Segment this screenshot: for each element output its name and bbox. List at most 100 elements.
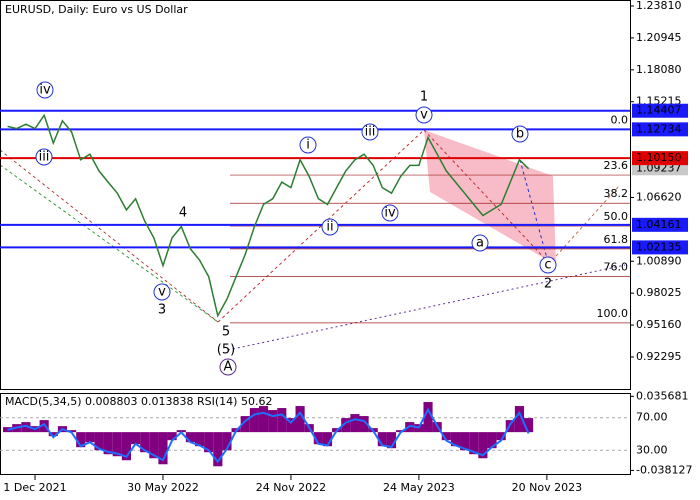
y-tick-label: 1.06620 <box>636 190 682 203</box>
macd-bar <box>341 418 351 433</box>
wave-circle <box>381 204 399 222</box>
wave-label: iv <box>384 206 396 221</box>
x-tick-label: 24 May 2023 <box>383 481 455 494</box>
macd-bar <box>441 432 451 441</box>
price-line <box>7 113 530 318</box>
price-label-box <box>632 151 688 166</box>
macd-bar <box>112 432 122 457</box>
wave-circle <box>415 106 433 124</box>
wave-circle <box>361 123 379 141</box>
macd-bar <box>103 432 113 455</box>
macd-bar <box>524 418 534 433</box>
macd-bar <box>121 432 131 461</box>
macd-bar <box>258 406 269 433</box>
indicator-label: MACD(5,34,5) 0.008803 0.013838 RSI(14) 5… <box>5 395 272 408</box>
wave-circle <box>471 234 489 252</box>
y-tick-label: 0.98025 <box>636 286 682 299</box>
y-tick-label: 1.20945 <box>636 31 682 44</box>
wave-circle <box>35 148 53 166</box>
wave-label: 2 <box>544 277 552 292</box>
x-tick-label: 1 Dec 2021 <box>3 481 66 494</box>
macd-bar <box>496 432 506 441</box>
wave-label: iii <box>365 125 376 140</box>
macd-bar <box>194 432 205 447</box>
macd-bar <box>149 432 159 459</box>
macd-bar <box>94 432 104 451</box>
fib-label: 100.0 <box>597 307 629 320</box>
macd-bar <box>249 408 259 433</box>
wave-label: v <box>158 285 166 300</box>
macd-bar <box>204 432 214 453</box>
macd-bar <box>268 410 278 433</box>
wave-label: 5 <box>222 325 230 340</box>
y-tick-label: 1.23810 <box>636 0 682 12</box>
macd-bar <box>286 418 296 433</box>
fib-label: 0.0 <box>611 113 629 126</box>
wave-label: c <box>544 258 551 273</box>
channel <box>424 130 556 265</box>
fib-label: 76.0 <box>604 260 629 273</box>
price-label: 1.12734 <box>636 122 682 135</box>
fib-label: 61.8 <box>604 233 629 246</box>
trend-line <box>0 149 219 323</box>
macd-bar <box>423 402 433 433</box>
wave-circle <box>153 283 171 301</box>
y-tick-label: 0.95160 <box>636 318 682 331</box>
trend-line <box>0 164 219 323</box>
wave-label: a <box>476 236 484 251</box>
macd-bar <box>85 432 95 443</box>
macd-bar <box>469 432 479 455</box>
price-label-box <box>632 103 688 118</box>
chart-title: EURUSD, Daily: Euro vs US Dollar <box>5 3 188 16</box>
macd-bar <box>377 432 387 447</box>
y2-tick-label: 70.00 <box>636 411 668 424</box>
wave-circle <box>321 218 339 236</box>
fib-label: 38.2 <box>604 187 629 200</box>
macd-bar <box>386 432 397 449</box>
macd-bar <box>67 430 77 433</box>
x-tick-label: 20 Nov 2023 <box>512 481 582 494</box>
macd-bar <box>39 420 49 433</box>
x-tick-label: 24 Nov 2022 <box>256 481 326 494</box>
rsi-line <box>7 407 530 464</box>
fib-label: 50.0 <box>604 210 629 223</box>
wave-circle <box>36 81 54 99</box>
macd-bar <box>487 432 497 449</box>
y2-tick-label: 30.00 <box>636 443 668 456</box>
macd-bar <box>450 432 461 447</box>
macd-bar <box>460 432 470 451</box>
macd-bar <box>222 432 232 451</box>
fib-label: 23.6 <box>604 159 629 172</box>
price-label: 1.10150 <box>636 151 682 164</box>
wave-circle <box>219 358 237 376</box>
y-tick-label: 0.92295 <box>636 350 682 363</box>
macd-bar <box>76 432 86 448</box>
price-label: 1.04161 <box>636 218 682 231</box>
wave-label: 1 <box>420 90 428 105</box>
x-tick-label: 30 May 2022 <box>127 481 199 494</box>
main-frame <box>0 0 631 390</box>
macd-bar <box>277 408 287 433</box>
macd-bar <box>478 432 488 459</box>
macd-bar <box>21 422 31 433</box>
macd-bar <box>350 414 360 433</box>
macd-bar <box>185 432 195 443</box>
macd-bar <box>240 416 250 433</box>
wave-label: A <box>224 360 233 375</box>
price-label-box <box>632 122 688 137</box>
macd-bar <box>396 430 406 433</box>
y-tick-label: 1.18080 <box>636 63 682 76</box>
wave-label: i <box>306 138 310 153</box>
macd-bar <box>48 432 58 437</box>
y-tick-label: 1.00890 <box>636 254 682 267</box>
trend-line <box>423 129 549 263</box>
macd-bar <box>514 406 525 433</box>
wave-label: iii <box>39 150 50 165</box>
macd-bar <box>213 432 223 467</box>
macd-bar <box>295 406 305 433</box>
wave-label: ii <box>326 220 333 235</box>
price-label: 1.14407 <box>636 104 682 117</box>
price-label-box <box>632 240 688 255</box>
